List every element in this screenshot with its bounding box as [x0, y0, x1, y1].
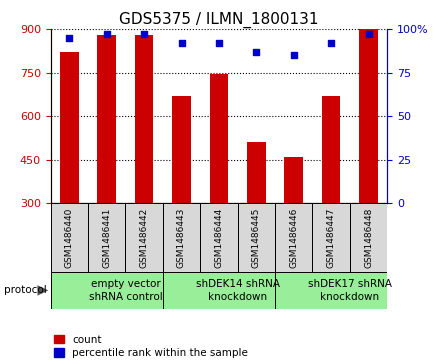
Legend: count, percentile rank within the sample: count, percentile rank within the sample — [54, 335, 248, 358]
Bar — [247, 142, 266, 203]
Text: shDEK17 shRNA
knockdown: shDEK17 shRNA knockdown — [308, 279, 392, 302]
Bar — [163, 203, 200, 272]
Text: GSM1486444: GSM1486444 — [214, 208, 224, 268]
Bar — [350, 203, 387, 272]
Bar — [172, 96, 191, 203]
Text: GSM1486448: GSM1486448 — [364, 208, 373, 268]
Text: protocol: protocol — [4, 285, 47, 295]
Bar — [238, 203, 275, 272]
Bar — [275, 203, 312, 272]
Point — [178, 40, 185, 46]
Point — [141, 31, 148, 37]
Bar — [209, 74, 228, 203]
Text: GSM1486446: GSM1486446 — [289, 208, 298, 268]
Point — [66, 35, 73, 41]
Bar — [284, 157, 303, 203]
Point — [253, 49, 260, 54]
Text: GSM1486445: GSM1486445 — [252, 208, 261, 268]
Bar — [322, 96, 341, 203]
Bar — [163, 272, 275, 309]
Text: GSM1486441: GSM1486441 — [102, 208, 111, 268]
Point — [290, 52, 297, 58]
Point — [216, 40, 223, 46]
Text: GSM1486443: GSM1486443 — [177, 208, 186, 268]
Bar — [97, 35, 116, 203]
Bar — [275, 272, 387, 309]
Bar — [359, 29, 378, 203]
Point — [327, 40, 335, 46]
Bar — [312, 203, 350, 272]
Bar — [60, 52, 79, 203]
Text: empty vector
shRNA control: empty vector shRNA control — [88, 279, 162, 302]
Text: GSM1486447: GSM1486447 — [326, 208, 336, 268]
Bar — [51, 272, 163, 309]
Bar — [125, 203, 163, 272]
Bar — [88, 203, 125, 272]
Bar — [135, 35, 154, 203]
Point — [365, 31, 372, 37]
Text: GSM1486442: GSM1486442 — [139, 208, 149, 268]
Bar — [51, 203, 88, 272]
Point — [103, 31, 110, 37]
Text: GSM1486440: GSM1486440 — [65, 208, 74, 268]
Title: GDS5375 / ILMN_1800131: GDS5375 / ILMN_1800131 — [119, 12, 319, 28]
Text: shDEK14 shRNA
knockdown: shDEK14 shRNA knockdown — [196, 279, 279, 302]
Polygon shape — [37, 285, 48, 295]
Bar — [200, 203, 238, 272]
